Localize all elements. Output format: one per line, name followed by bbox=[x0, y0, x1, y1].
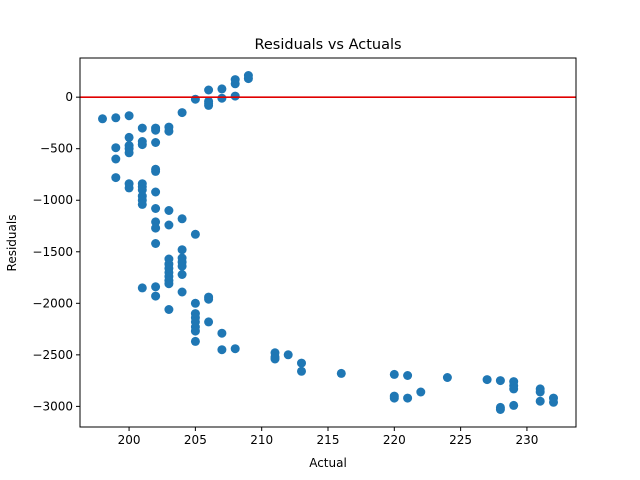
y-tick-label: −2500 bbox=[32, 348, 73, 362]
data-point bbox=[442, 373, 452, 382]
data-point bbox=[137, 199, 147, 209]
data-point bbox=[137, 283, 147, 293]
chart-title: Residuals vs Actuals bbox=[254, 37, 401, 53]
data-point bbox=[389, 393, 399, 403]
y-tick-label: −500 bbox=[40, 142, 73, 156]
data-point bbox=[151, 223, 161, 233]
data-point bbox=[164, 220, 174, 230]
data-point bbox=[151, 125, 161, 135]
x-axis-label: Actual bbox=[309, 456, 347, 470]
data-point bbox=[535, 387, 545, 397]
data-point bbox=[164, 206, 174, 215]
data-point bbox=[217, 345, 227, 355]
data-point bbox=[151, 291, 161, 301]
data-point bbox=[283, 350, 293, 360]
data-point bbox=[416, 387, 426, 397]
data-point bbox=[164, 126, 174, 136]
x-tick-label: 225 bbox=[449, 433, 472, 447]
data-point bbox=[509, 384, 519, 394]
data-point bbox=[124, 111, 134, 121]
y-axis-label: Residuals bbox=[5, 215, 19, 272]
x-axis: 200 205 210 215 220 225 230 bbox=[118, 427, 538, 447]
data-point bbox=[549, 397, 558, 407]
data-point bbox=[495, 376, 505, 386]
data-point bbox=[111, 154, 121, 164]
data-point bbox=[177, 261, 187, 271]
data-point bbox=[230, 91, 240, 101]
data-point bbox=[217, 328, 227, 338]
y-tick-label: 0 bbox=[65, 90, 73, 104]
data-point bbox=[495, 405, 505, 414]
x-tick-label: 200 bbox=[118, 433, 141, 447]
data-point bbox=[137, 140, 147, 150]
data-point bbox=[124, 132, 134, 142]
x-tick-label: 230 bbox=[515, 433, 538, 447]
data-point bbox=[137, 185, 147, 195]
data-point bbox=[509, 400, 519, 410]
data-point bbox=[151, 282, 161, 292]
data-point bbox=[535, 396, 545, 406]
y-tick-label: −3000 bbox=[32, 399, 73, 413]
data-point bbox=[243, 71, 253, 80]
y-tick-label: −1000 bbox=[32, 193, 73, 207]
data-point bbox=[151, 217, 161, 227]
data-point bbox=[137, 123, 147, 133]
data-point bbox=[177, 287, 187, 297]
data-point bbox=[151, 239, 161, 248]
x-tick-label: 205 bbox=[184, 433, 207, 447]
y-tick-label: −2000 bbox=[32, 296, 73, 310]
data-point bbox=[124, 148, 134, 158]
data-point bbox=[217, 84, 227, 94]
data-point bbox=[270, 354, 280, 364]
data-point bbox=[204, 294, 214, 304]
data-point bbox=[151, 187, 161, 197]
data-point bbox=[177, 270, 187, 279]
data-point bbox=[230, 75, 240, 85]
data-point bbox=[204, 317, 214, 327]
data-point bbox=[124, 183, 134, 193]
data-point bbox=[217, 93, 227, 103]
data-point bbox=[190, 298, 200, 308]
data-point bbox=[204, 85, 214, 95]
data-point bbox=[111, 173, 121, 183]
data-point bbox=[204, 98, 214, 108]
data-point bbox=[297, 358, 306, 368]
data-point bbox=[151, 166, 161, 176]
data-point bbox=[177, 214, 187, 224]
data-point bbox=[151, 138, 161, 147]
y-tick-label: −1500 bbox=[32, 245, 73, 259]
y-axis: −3000 −2500 −2000 −1500 −1000 −500 0 bbox=[32, 90, 80, 413]
data-point bbox=[151, 204, 161, 213]
data-point bbox=[111, 143, 121, 153]
data-point bbox=[164, 305, 174, 314]
data-point bbox=[230, 344, 240, 354]
data-point bbox=[190, 336, 200, 346]
data-point bbox=[190, 229, 200, 239]
data-point bbox=[177, 245, 187, 255]
data-point bbox=[177, 108, 187, 118]
data-point bbox=[98, 114, 107, 124]
data-point bbox=[403, 393, 413, 403]
data-point bbox=[190, 326, 200, 336]
plot-area bbox=[80, 71, 576, 414]
data-point bbox=[190, 94, 200, 104]
data-point bbox=[389, 369, 399, 379]
x-tick-label: 210 bbox=[250, 433, 273, 447]
data-point bbox=[482, 375, 492, 385]
data-point bbox=[336, 368, 346, 378]
data-point bbox=[111, 113, 121, 123]
data-point bbox=[164, 279, 174, 289]
x-tick-label: 220 bbox=[383, 433, 406, 447]
data-point bbox=[297, 366, 306, 376]
data-point bbox=[403, 371, 413, 380]
x-tick-label: 215 bbox=[317, 433, 340, 447]
